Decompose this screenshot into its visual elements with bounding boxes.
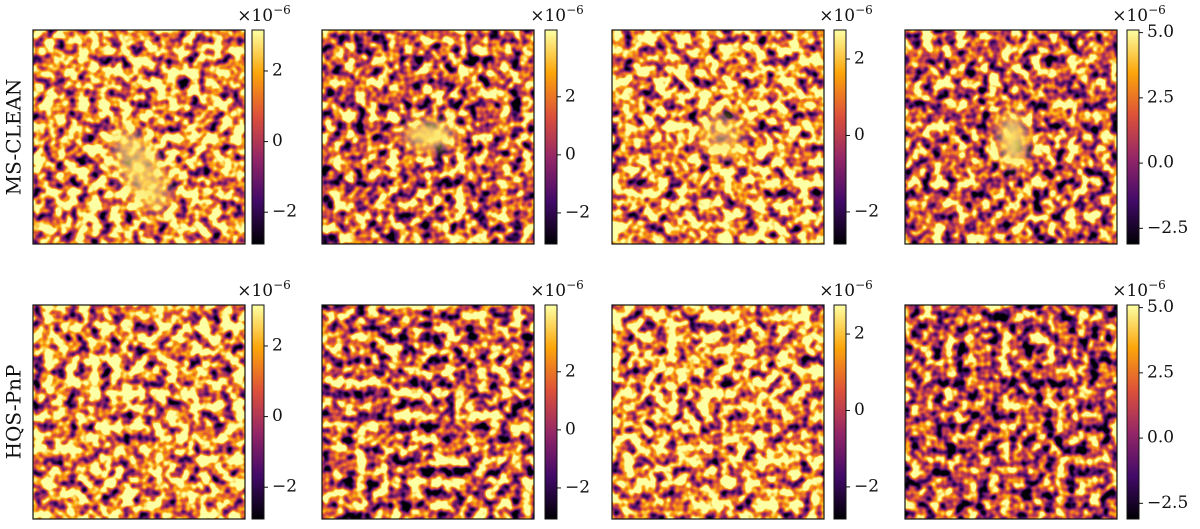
colorbar-tick-label: −2.5	[1147, 493, 1188, 513]
colorbar-tick-label: −2	[854, 476, 879, 496]
colorbar-tick-label: 2	[854, 49, 865, 69]
colorbar	[1126, 304, 1140, 520]
colorbar-tick-label: 2.5	[1147, 87, 1174, 107]
colorbar-multiplier: ×10−6	[819, 278, 873, 301]
colorbar-tick-label: −2	[565, 202, 590, 222]
colorbar-tick-label: −2	[272, 477, 297, 497]
image-panel	[612, 305, 824, 519]
colorbar-tick-label: −2	[565, 477, 590, 497]
colorbar-multiplier: ×10−6	[819, 3, 873, 26]
colorbar-tick-label: 0	[565, 419, 576, 439]
colorbar-tick-label: 2	[272, 60, 283, 80]
colorbar-multiplier: ×10−6	[1112, 278, 1166, 301]
panel-frame	[321, 29, 535, 245]
colorbar	[251, 29, 265, 245]
colorbar-tick-label: 0	[272, 131, 283, 151]
image-panel	[322, 305, 534, 519]
panel-frame	[321, 304, 535, 520]
colorbar-tick-label: −2	[854, 201, 879, 221]
colorbar-tick-label: 5.0	[1147, 297, 1174, 317]
colorbar-multiplier: ×10−6	[530, 278, 584, 301]
panel-frame	[32, 304, 246, 520]
panel-frame	[611, 29, 825, 245]
colorbar	[251, 304, 265, 520]
colorbar-tick-label: 2	[565, 361, 576, 381]
colorbar-tick-label: 2	[565, 86, 576, 106]
colorbar-tick-label: 2	[854, 324, 865, 344]
image-panel	[905, 305, 1117, 519]
colorbar-multiplier: ×10−6	[1112, 3, 1166, 26]
colorbar-tick-label: 0	[854, 125, 865, 145]
row-label: MS-CLEAN	[2, 79, 26, 196]
image-panel	[612, 30, 824, 244]
colorbar-tick-label: 0	[272, 406, 283, 426]
colorbar-multiplier: ×10−6	[237, 278, 291, 301]
colorbar	[833, 29, 847, 245]
colorbar	[544, 29, 558, 245]
colorbar-tick-label: 0.0	[1147, 428, 1174, 448]
colorbar	[544, 304, 558, 520]
panel-frame	[32, 29, 246, 245]
colorbar-multiplier: ×10−6	[530, 3, 584, 26]
image-panel	[33, 30, 245, 244]
colorbar-multiplier: ×10−6	[237, 3, 291, 26]
colorbar-tick-label: 0	[854, 400, 865, 420]
colorbar	[1126, 29, 1140, 245]
panel-frame	[904, 304, 1118, 520]
colorbar	[833, 304, 847, 520]
colorbar-tick-label: −2	[272, 202, 297, 222]
panel-frame	[904, 29, 1118, 245]
row-label: HQS-PnP	[2, 365, 26, 460]
panel-frame	[611, 304, 825, 520]
image-panel	[905, 30, 1117, 244]
colorbar-tick-label: 5.0	[1147, 22, 1174, 42]
colorbar-tick-label: 2.5	[1147, 362, 1174, 382]
colorbar-tick-label: 2	[272, 335, 283, 355]
colorbar-tick-label: −2.5	[1147, 218, 1188, 238]
image-panel	[33, 305, 245, 519]
image-panel	[322, 30, 534, 244]
colorbar-tick-label: 0.0	[1147, 153, 1174, 173]
colorbar-tick-label: 0	[565, 144, 576, 164]
